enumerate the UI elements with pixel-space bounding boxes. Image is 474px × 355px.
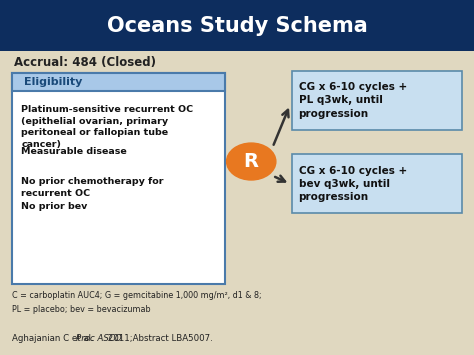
Text: CG x 6-10 cycles +
bev q3wk, until
progression: CG x 6-10 cycles + bev q3wk, until progr… bbox=[299, 166, 407, 202]
Text: CG x 6-10 cycles +
PL q3wk, until
progression: CG x 6-10 cycles + PL q3wk, until progre… bbox=[299, 82, 407, 119]
FancyBboxPatch shape bbox=[12, 73, 225, 284]
Text: Eligibility: Eligibility bbox=[24, 77, 82, 87]
Text: Oceans Study Schema: Oceans Study Schema bbox=[107, 16, 367, 36]
Text: C = carboplatin AUC4; G = gemcitabine 1,000 mg/m², d1 & 8;: C = carboplatin AUC4; G = gemcitabine 1,… bbox=[12, 291, 262, 300]
Text: PL = placebo; bev = bevacizumab: PL = placebo; bev = bevacizumab bbox=[12, 305, 150, 313]
Text: Platinum-sensitive recurrent OC
(epithelial ovarian, primary
peritoneal or fallo: Platinum-sensitive recurrent OC (epithel… bbox=[21, 105, 193, 149]
Text: Accrual: 484 (Closed): Accrual: 484 (Closed) bbox=[14, 56, 156, 69]
FancyBboxPatch shape bbox=[292, 71, 462, 130]
Text: No prior chemotherapy for
recurrent OC: No prior chemotherapy for recurrent OC bbox=[21, 177, 164, 198]
Text: Measurable disease: Measurable disease bbox=[21, 147, 127, 156]
Circle shape bbox=[227, 143, 276, 180]
FancyBboxPatch shape bbox=[12, 73, 225, 91]
FancyBboxPatch shape bbox=[292, 154, 462, 213]
Text: R: R bbox=[244, 152, 259, 171]
Text: Aghajanian C et al.: Aghajanian C et al. bbox=[12, 334, 96, 343]
Text: 2011;Abstract LBA5007.: 2011;Abstract LBA5007. bbox=[105, 334, 213, 343]
Text: Proc ASCO: Proc ASCO bbox=[76, 334, 122, 343]
FancyBboxPatch shape bbox=[0, 0, 474, 51]
Text: No prior bev: No prior bev bbox=[21, 202, 88, 211]
